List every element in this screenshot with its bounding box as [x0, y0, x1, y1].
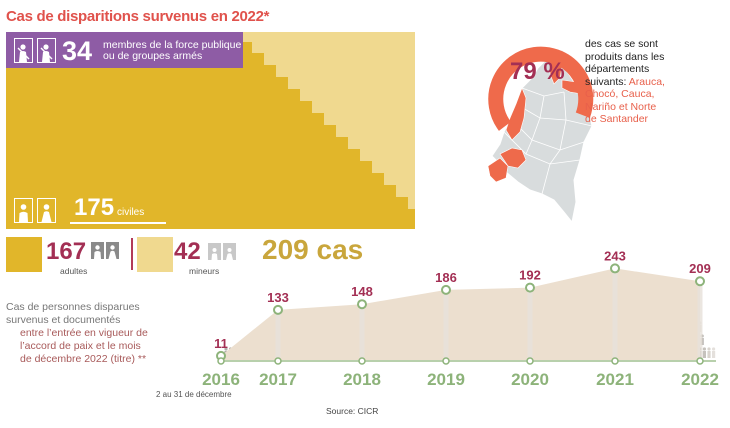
narino-highlight	[487, 157, 509, 183]
soldier-icon	[14, 38, 33, 63]
crowd-figure-body	[702, 351, 706, 358]
year-label: 2018	[343, 370, 381, 389]
man-icon	[91, 242, 104, 259]
data-label: 243	[604, 248, 626, 263]
colombia-map	[487, 46, 595, 224]
source: Source: CICR	[326, 406, 379, 416]
percentage-ring	[488, 46, 594, 131]
axis-point	[696, 357, 704, 365]
year-post	[527, 287, 533, 360]
civilians-underline	[70, 222, 166, 224]
department-boundaries	[503, 87, 593, 195]
data-point	[357, 299, 367, 310]
crowd-figure-body	[712, 351, 716, 358]
adults-label: adultes	[60, 266, 88, 276]
year-post	[697, 281, 703, 360]
data-point	[441, 284, 451, 295]
year-label: 2020	[511, 370, 549, 389]
axis-point	[611, 357, 619, 365]
man-icon	[14, 198, 33, 223]
data-point	[695, 276, 705, 287]
area-fill	[221, 268, 700, 360]
data-label: 11	[214, 336, 228, 351]
civilian-icons	[14, 198, 56, 223]
crowd-figure-head	[224, 347, 228, 351]
chart-description-detail: entre l’entrée en vigueur de l’accord de…	[20, 327, 148, 365]
chart-description: Cas de personnes disparues survenus et d…	[6, 301, 140, 326]
year-label: 2019	[427, 370, 465, 389]
total-cases: 209 cas	[262, 234, 364, 265]
data-label: 148	[351, 284, 373, 299]
data-label: 192	[519, 268, 541, 283]
page-title: Cas de disparitions survenus en 2022*	[6, 8, 270, 25]
soldier-icon	[37, 38, 56, 63]
axis-point	[526, 357, 534, 365]
adults-swatch	[6, 237, 42, 272]
adult-icons	[91, 242, 119, 259]
percentage-value: 79 %	[510, 58, 565, 85]
child-icon	[223, 243, 236, 260]
security-forces-count: 34	[62, 36, 93, 66]
security-icons	[14, 38, 56, 63]
axis-point	[274, 357, 282, 365]
woman-icon	[106, 242, 119, 259]
minors-swatch	[137, 237, 173, 272]
year-label: 2017	[259, 370, 297, 389]
crowd-figure-head	[712, 347, 716, 351]
year-label: 2021	[596, 370, 634, 389]
departments-text: des cas se sont produits dans les départ…	[585, 38, 665, 125]
security-forces-label: membres de la force publique ou de group…	[103, 39, 242, 62]
minors-count: 42	[174, 238, 201, 265]
civilians-label: civiles	[117, 207, 145, 218]
data-label: 133	[267, 290, 289, 305]
axis-point	[358, 357, 366, 365]
note-2016: 2 au 31 de décembre	[156, 390, 232, 399]
adults-count: 167	[46, 238, 87, 265]
child-icon	[208, 243, 221, 260]
crowd-figure-head	[702, 347, 707, 351]
axis-point	[442, 357, 450, 365]
year-label: 2016	[202, 370, 240, 389]
data-label: 186	[435, 270, 457, 285]
civilians-count: 175	[74, 194, 115, 221]
year-post	[359, 304, 365, 360]
yearly-cases-chart: 11 2016 133 2017 148 2018 186 2019 192 2020 243 202…	[202, 248, 719, 389]
year-label: 2022	[681, 370, 719, 389]
crowd-figure-body	[707, 351, 711, 358]
data-point	[273, 304, 283, 315]
minor-icons	[208, 243, 236, 260]
year-post	[275, 309, 281, 360]
year-post	[443, 289, 449, 360]
data-point	[525, 282, 535, 293]
woman-icon	[37, 198, 56, 223]
axis-point	[217, 357, 225, 365]
year-post	[612, 268, 618, 360]
data-point	[610, 263, 620, 274]
minors-label: mineurs	[189, 266, 220, 276]
divider	[131, 238, 133, 270]
adults-area	[6, 32, 415, 229]
crowd-figure-head	[707, 347, 711, 351]
data-label: 209	[689, 261, 711, 276]
